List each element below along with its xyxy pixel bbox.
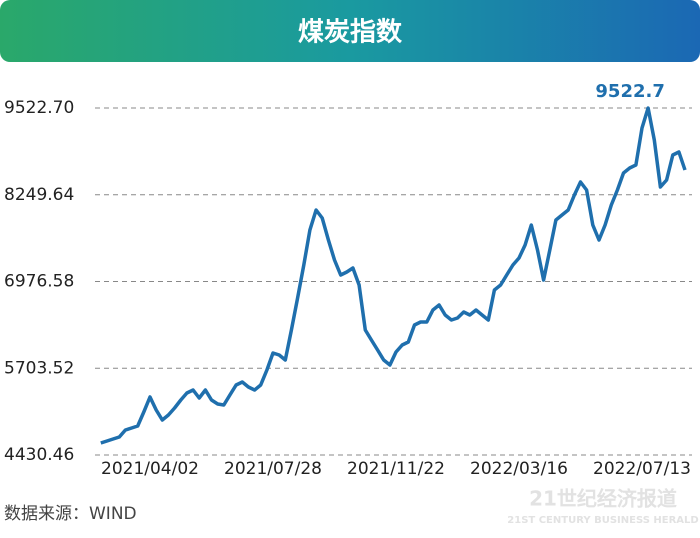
data-line bbox=[100, 106, 687, 445]
x-tick-label: 2022/03/16 bbox=[470, 459, 568, 479]
y-tick-label: 8249.64 bbox=[4, 185, 74, 205]
watermark: 21世纪经济报道 bbox=[529, 487, 677, 511]
watermark: 21ST CENTURY BUSINESS HERALD bbox=[507, 515, 698, 526]
source-note: 数据来源：WIND bbox=[4, 504, 137, 524]
y-tick-label: 6976.58 bbox=[4, 272, 74, 292]
y-tick-label: 9522.70 bbox=[4, 98, 74, 118]
x-tick-label: 2021/11/22 bbox=[347, 459, 445, 479]
header-band bbox=[0, 0, 700, 62]
x-tick-label: 2021/07/28 bbox=[224, 459, 322, 479]
x-tick-label: 2021/04/02 bbox=[101, 459, 199, 479]
y-tick-label: 4430.46 bbox=[4, 445, 74, 465]
peak-label: 9522.7 bbox=[595, 81, 664, 102]
x-tick-label: 2022/07/13 bbox=[593, 459, 691, 479]
chart-title: 煤炭指数 bbox=[298, 18, 403, 48]
y-tick-label: 5703.52 bbox=[4, 358, 74, 378]
